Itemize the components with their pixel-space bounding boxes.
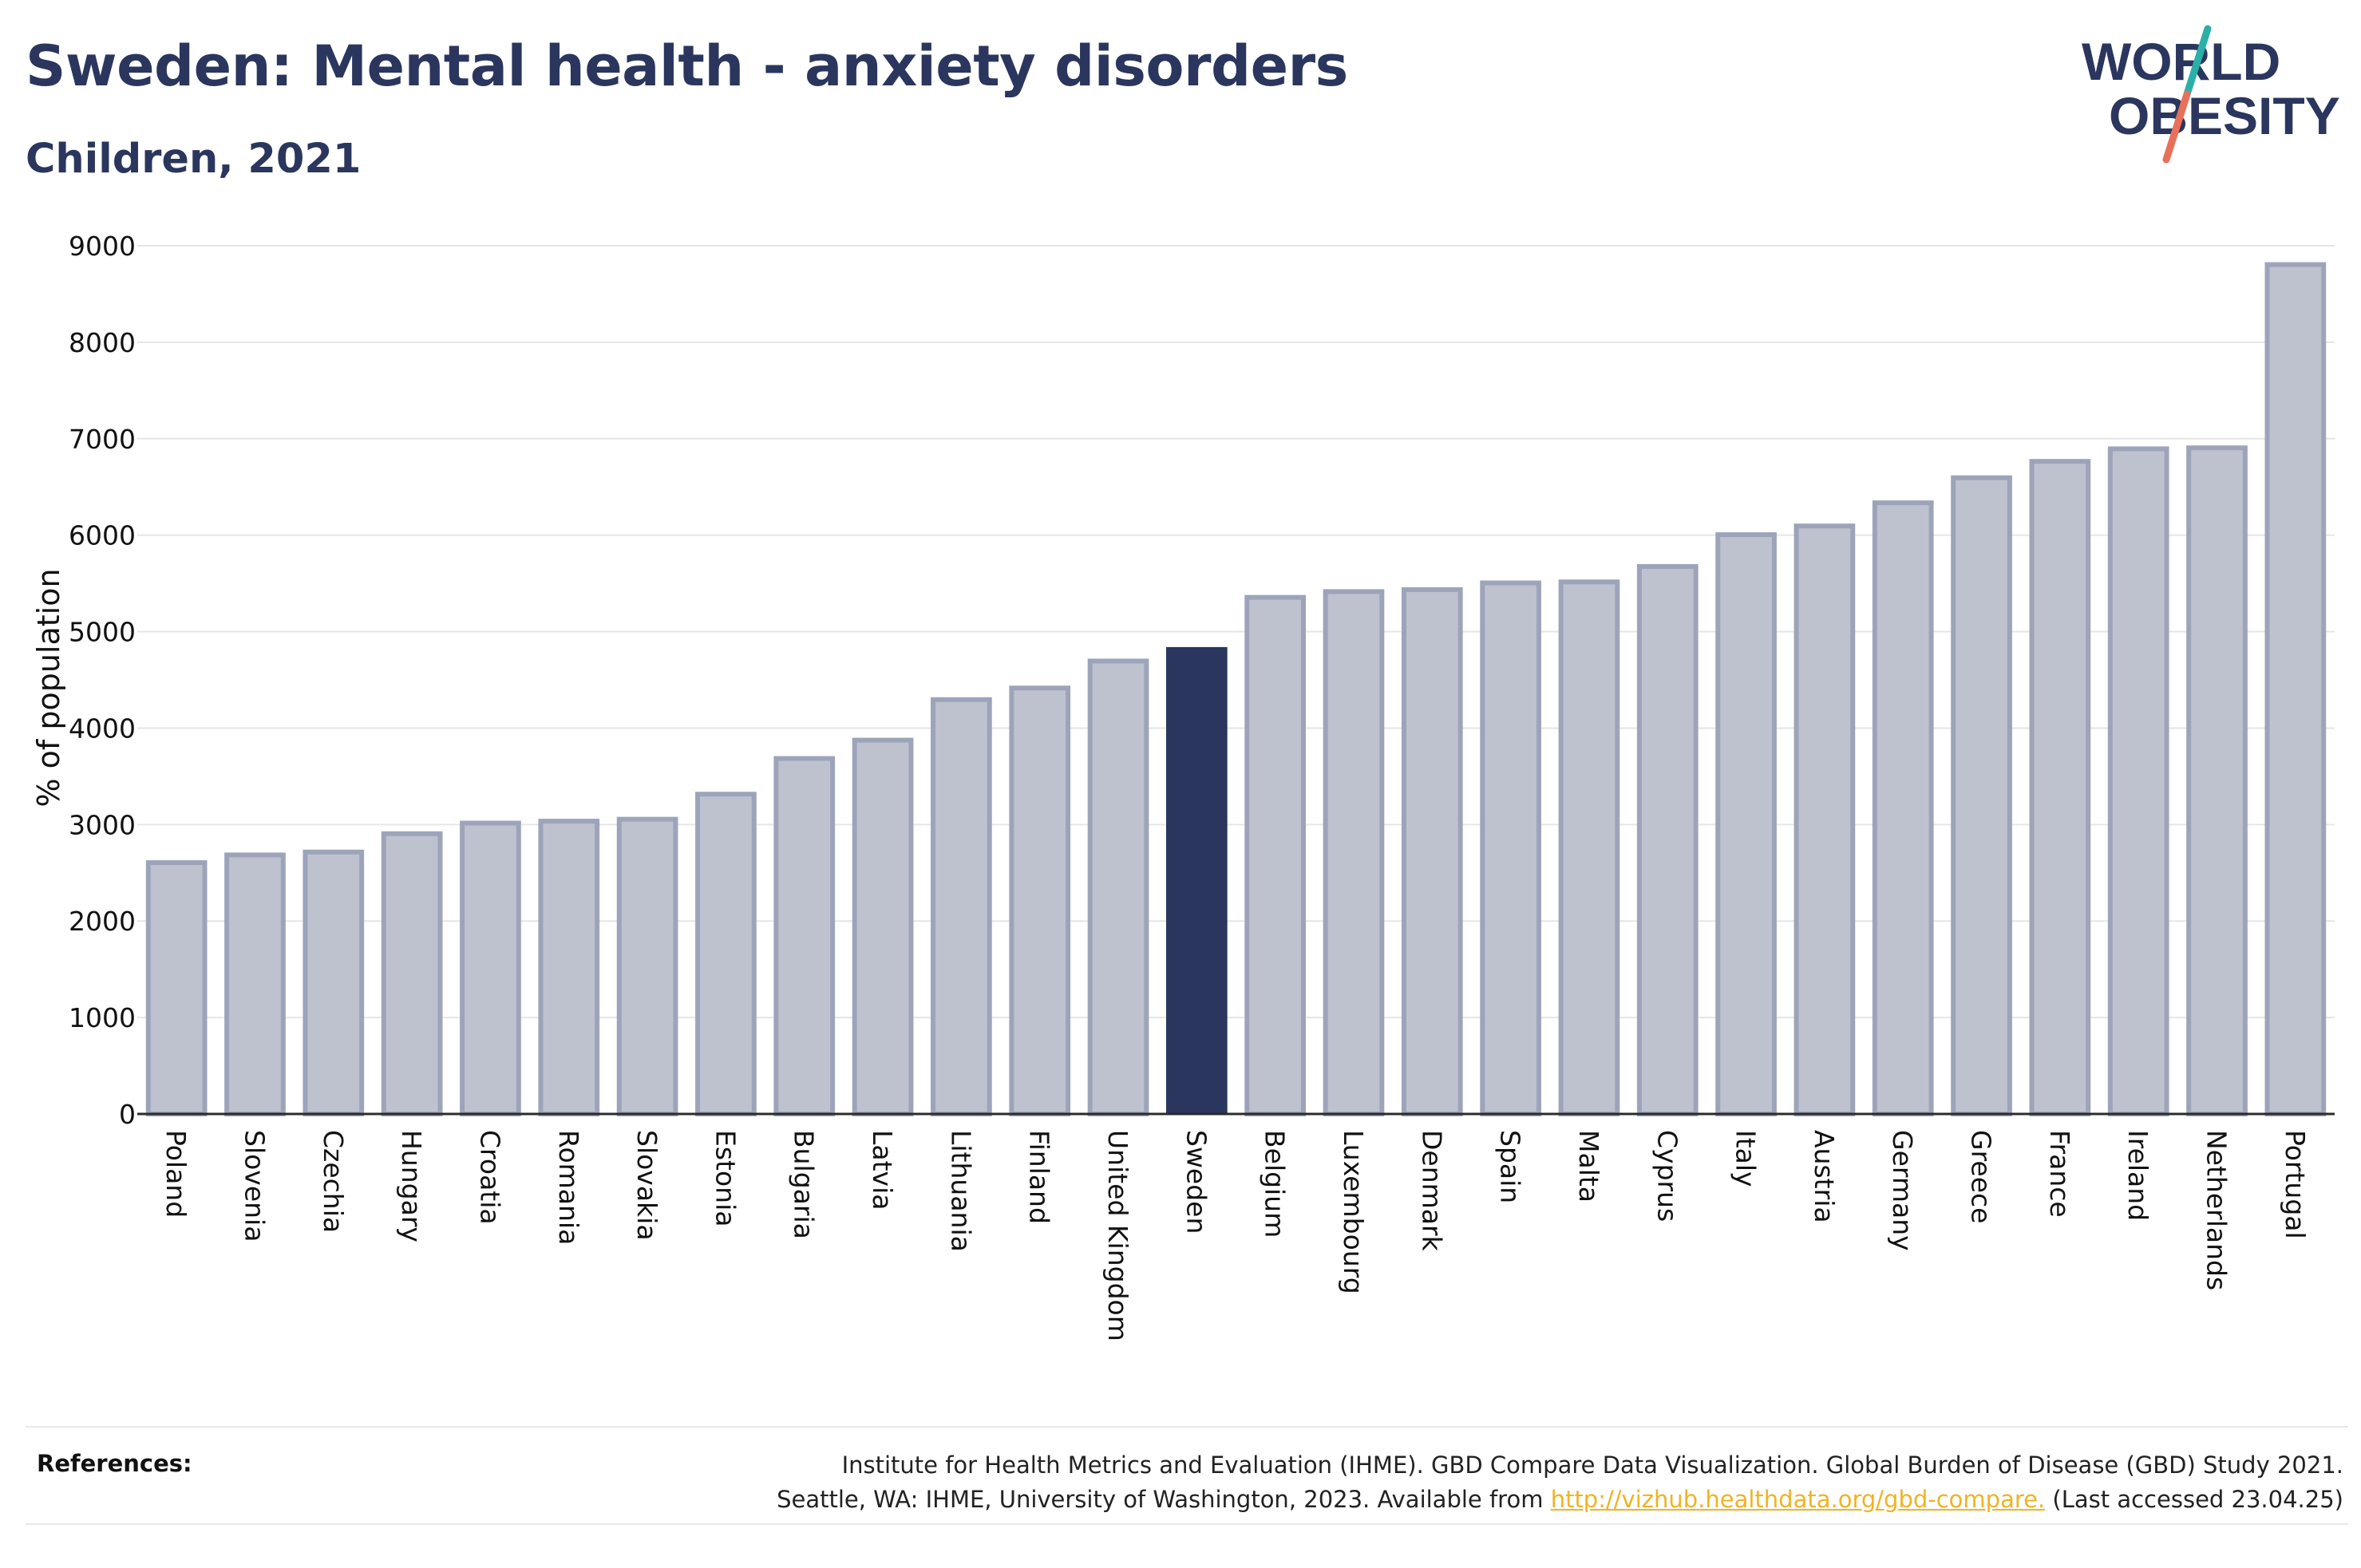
bar-germany: [1872, 500, 1934, 1116]
y-tick-label: 7000: [69, 424, 136, 455]
x-tick-label-poland: Poland: [160, 1130, 192, 1218]
y-tick-label: 0: [119, 1099, 136, 1130]
bar-malta: [1558, 579, 1620, 1116]
x-tick-label-luxembourg: Luxembourg: [1338, 1130, 1369, 1294]
chart-subtitle: Children, 2021: [26, 136, 362, 183]
references-text: Institute for Health Metrics and Evaluat…: [348, 1448, 2343, 1517]
bar-sweden: [1165, 646, 1228, 1114]
x-tick-label-spain: Spain: [1495, 1130, 1526, 1203]
bar-ireland: [2107, 446, 2169, 1116]
x-tick-label-malta: Malta: [1573, 1130, 1604, 1203]
x-tick-label-bulgaria: Bulgaria: [789, 1130, 820, 1239]
reference-line2-suffix: (Last accessed 23.04.25): [2045, 1486, 2343, 1513]
bar-estonia: [695, 792, 757, 1117]
x-tick-label-netherlands: Netherlands: [2201, 1130, 2232, 1290]
y-tick-label: 5000: [69, 617, 136, 648]
x-tick-label-finland: Finland: [1024, 1130, 1055, 1224]
bar-chart: 0 1000 2000 3000 4000 5000 6000 7000 8000 9000 Po…: [31, 231, 2335, 1341]
bar-austria: [1793, 523, 1856, 1116]
x-axis-labels: Poland Slovenia Czechia Hungary Croatia Roman…: [160, 1130, 2311, 1341]
world-obesity-logo: WORLD OBESITY: [2082, 25, 2340, 164]
logo-line2: OBESITY: [2109, 86, 2340, 145]
x-tick-label-united-kingdom: United Kingdom: [1102, 1130, 1133, 1341]
bar-finland: [1009, 685, 1071, 1116]
bar-spain: [1480, 580, 1541, 1116]
chart-title: Sweden: Mental health - anxiety disorder…: [26, 34, 1348, 99]
x-tick-label-slovakia: Slovakia: [631, 1130, 662, 1241]
bar-croatia: [460, 820, 521, 1117]
logo-slash-teal: [2183, 25, 2212, 98]
x-tick-label-portugal: Portugal: [2280, 1130, 2311, 1239]
references-section: References: Institute for Health Metrics…: [26, 1426, 2348, 1525]
bars: [145, 262, 2327, 1117]
x-tick-label-germany: Germany: [1887, 1130, 1918, 1251]
x-tick-label-denmark: Denmark: [1416, 1130, 1447, 1252]
bar-poland: [145, 860, 208, 1117]
bar-united-kingdom: [1087, 658, 1149, 1116]
reference-line1: Institute for Health Metrics and Evaluat…: [841, 1451, 2343, 1479]
y-tick-label: 2000: [69, 906, 136, 937]
y-tick-label: 1000: [69, 1002, 136, 1033]
bar-italy: [1715, 532, 1777, 1116]
y-tick-label: 3000: [69, 809, 136, 840]
bar-bulgaria: [773, 756, 836, 1116]
bar-romania: [538, 819, 600, 1116]
y-tick-label: 8000: [69, 327, 136, 358]
x-tick-label-lithuania: Lithuania: [945, 1130, 976, 1252]
x-tick-label-austria: Austria: [1809, 1130, 1840, 1223]
x-tick-label-sweden: Sweden: [1180, 1130, 1212, 1234]
x-tick-label-italy: Italy: [1730, 1130, 1762, 1187]
bar-czechia: [303, 849, 365, 1116]
bar-netherlands: [2186, 445, 2248, 1116]
bar-slovakia: [616, 816, 678, 1116]
x-tick-label-latvia: Latvia: [867, 1130, 898, 1210]
x-tick-label-slovenia: Slovenia: [239, 1130, 270, 1242]
x-tick-label-ireland: Ireland: [2122, 1130, 2153, 1221]
x-tick-label-estonia: Estonia: [710, 1130, 741, 1226]
x-tick-label-cyprus: Cyprus: [1651, 1130, 1683, 1222]
y-axis-title: % of population: [31, 568, 66, 807]
reference-link[interactable]: http://vizhub.healthdata.org/gbd-compare…: [1550, 1486, 2046, 1513]
y-tick-label: 9000: [69, 231, 136, 262]
x-tick-label-romania: Romania: [553, 1130, 584, 1245]
y-axis-ticks: 0 1000 2000 3000 4000 5000 6000 7000 8000 9000: [69, 231, 136, 1130]
references-label: References:: [37, 1450, 192, 1477]
logo-line1: WORLD: [2082, 32, 2280, 91]
x-tick-label-france: France: [2044, 1130, 2075, 1218]
bar-denmark: [1401, 587, 1463, 1116]
bar-slovenia: [224, 852, 286, 1116]
y-tick-label: 4000: [69, 713, 136, 744]
x-tick-label-greece: Greece: [1966, 1130, 1997, 1223]
bar-lithuania: [931, 697, 992, 1116]
bar-belgium: [1244, 594, 1307, 1116]
bar-latvia: [852, 737, 914, 1116]
bar-hungary: [381, 831, 443, 1116]
logo-slash-coral: [2162, 90, 2191, 164]
bar-luxembourg: [1323, 589, 1385, 1116]
y-tick-label: 6000: [69, 520, 136, 551]
x-tick-label-czechia: Czechia: [318, 1130, 349, 1233]
bar-greece: [1951, 475, 2012, 1116]
bar-france: [2029, 459, 2091, 1116]
bar-cyprus: [1636, 563, 1699, 1116]
bar-portugal: [2264, 262, 2327, 1116]
x-tick-label-belgium: Belgium: [1260, 1130, 1291, 1238]
reference-line2-prefix: Seattle, WA: IHME, University of Washing…: [777, 1486, 1551, 1513]
x-tick-label-croatia: Croatia: [474, 1130, 505, 1225]
x-tick-label-hungary: Hungary: [396, 1130, 427, 1242]
